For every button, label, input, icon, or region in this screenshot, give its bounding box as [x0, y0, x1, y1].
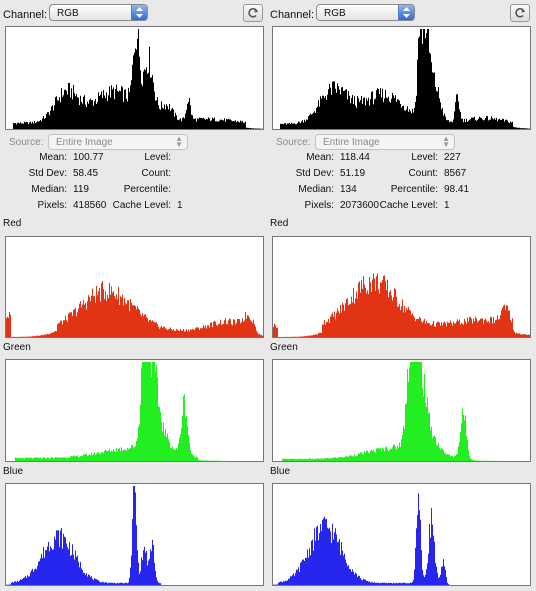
mean-value: 100.77 — [73, 152, 104, 163]
cache-level-value: 1 — [444, 200, 450, 211]
source-label: Source: — [9, 137, 44, 148]
luminosity-histogram — [5, 26, 264, 130]
histogram-area — [6, 29, 263, 129]
mean-label: Mean: — [39, 152, 67, 163]
refresh-button[interactable] — [510, 4, 530, 22]
channel-label: Channel: — [3, 9, 48, 21]
chevron-updown-icon — [398, 5, 414, 20]
channel-select[interactable]: RGB — [316, 4, 415, 21]
cache-level-value: 1 — [177, 200, 183, 211]
histogram-area — [6, 362, 263, 461]
mean-label: Mean: — [306, 152, 334, 163]
channel-select[interactable]: RGB — [49, 4, 148, 21]
refresh-icon — [248, 8, 258, 18]
level-label: Level: — [411, 152, 438, 163]
source-select-value: Entire Image — [323, 137, 380, 148]
pixels-label: Pixels: — [304, 200, 334, 211]
green-histogram — [272, 359, 531, 462]
source-label: Source: — [276, 137, 311, 148]
histogram-area — [6, 281, 263, 337]
green-section-label: Green — [270, 342, 298, 353]
luminosity-histogram — [272, 26, 531, 130]
red-section-label: Red — [3, 218, 22, 229]
channel-select-value: RGB — [57, 8, 79, 19]
chevron-updown-icon — [131, 5, 147, 20]
percentile-label: Percentile: — [390, 184, 438, 195]
red-section-label: Red — [270, 218, 289, 229]
statistics-block: Mean: 100.77 Std Dev: 58.45 Median: 119 … — [3, 152, 267, 216]
median-label: Median: — [31, 184, 67, 195]
median-label: Median: — [298, 184, 334, 195]
count-value: 8567 — [444, 168, 467, 179]
count-label: Count: — [408, 168, 438, 179]
statistics-block: Mean: 118.44 Std Dev: 51.19 Median: 134 … — [270, 152, 534, 216]
blue-section-label: Blue — [270, 466, 291, 477]
histogram-area — [273, 29, 530, 129]
histogram-area — [273, 273, 530, 337]
histogram-panel-right: Channel: RGB Source: Entire Image ▲ ▼ Mea… — [270, 0, 534, 591]
cache-level-label: Cache Level: — [112, 200, 171, 211]
red-histogram — [272, 236, 531, 338]
source-select-value: Entire Image — [56, 137, 113, 148]
histogram-area — [273, 493, 530, 585]
level-label: Level: — [144, 152, 171, 163]
red-histogram — [5, 236, 264, 338]
source-select: Entire Image ▲ ▼ — [48, 134, 188, 150]
blue-histogram — [272, 483, 531, 586]
mean-value: 118.44 — [340, 152, 370, 163]
refresh-icon — [515, 8, 525, 18]
cache-level-label: Cache Level: — [379, 200, 438, 211]
pixels-value: 418560 — [73, 200, 107, 211]
histogram-panel-left: Channel: RGB Source: Entire Image ▲ ▼ Mea… — [3, 0, 267, 591]
histogram-area — [273, 362, 530, 461]
std-dev-value: 58.45 — [73, 168, 99, 179]
green-section-label: Green — [3, 342, 31, 353]
channel-label: Channel: — [270, 9, 315, 21]
channel-select-value: RGB — [324, 8, 346, 19]
count-label: Count: — [141, 168, 171, 179]
level-value: 227 — [444, 152, 461, 163]
std-dev-label: Std Dev: — [28, 168, 67, 179]
histogram-area — [6, 486, 263, 585]
source-select: Entire Image ▲ ▼ — [315, 134, 455, 150]
chevron-updown-icon: ▲ ▼ — [175, 134, 183, 149]
green-histogram — [5, 359, 264, 462]
std-dev-value: 51.19 — [340, 168, 366, 179]
pixels-value: 2073600 — [340, 200, 379, 211]
blue-histogram — [5, 483, 264, 586]
blue-section-label: Blue — [3, 466, 24, 477]
median-value: 119 — [73, 184, 89, 195]
refresh-button[interactable] — [243, 4, 263, 22]
chevron-updown-icon: ▲ ▼ — [442, 134, 450, 149]
percentile-value: 98.41 — [444, 184, 470, 195]
pixels-label: Pixels: — [37, 200, 67, 211]
percentile-label: Percentile: — [123, 184, 171, 195]
std-dev-label: Std Dev: — [295, 168, 334, 179]
median-value: 134 — [340, 184, 357, 195]
